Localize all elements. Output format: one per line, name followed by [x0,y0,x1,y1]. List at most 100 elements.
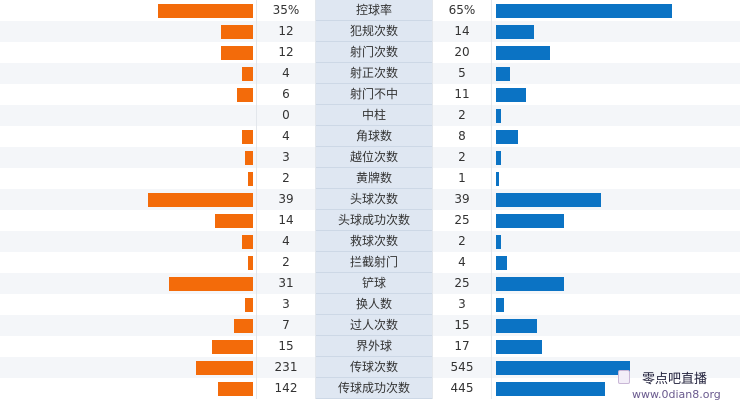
home-bar [221,46,253,60]
away-bar-cell [492,189,740,210]
away-bar-cell [492,231,740,252]
home-bar-cell [0,378,256,399]
away-bar-cell [492,42,740,63]
home-bar [237,88,253,102]
home-value: 3 [256,147,316,168]
home-value: 142 [256,378,316,399]
home-bar [248,256,253,270]
stat-name: 头球次数 [316,189,432,210]
home-value: 4 [256,231,316,252]
home-value: 3 [256,294,316,315]
away-bar [496,151,501,165]
away-bar-cell [492,210,740,231]
away-bar [496,67,510,81]
stat-row: 2 拦截射门 4 [0,252,740,273]
stat-name: 传球次数 [316,357,432,378]
stat-name: 射正次数 [316,63,432,84]
away-value: 8 [432,126,492,147]
home-bar [148,193,253,207]
home-value: 231 [256,357,316,378]
away-value: 25 [432,210,492,231]
away-bar [496,319,537,333]
home-value: 12 [256,21,316,42]
home-bar-cell [0,336,256,357]
stat-row: 3 换人数 3 [0,294,740,315]
away-bar-cell [492,126,740,147]
home-bar [245,151,253,165]
home-bar-cell [0,84,256,105]
home-value: 15 [256,336,316,357]
away-bar [496,277,564,291]
away-bar [496,109,501,123]
home-bar [212,340,253,354]
stat-name: 铲球 [316,273,432,294]
away-value: 11 [432,84,492,105]
home-bar [245,298,253,312]
stat-name: 黄牌数 [316,168,432,189]
stat-name: 传球成功次数 [316,378,432,399]
stat-name: 控球率 [316,0,432,21]
home-bar-cell [0,357,256,378]
away-bar-cell [492,315,740,336]
away-bar [496,130,518,144]
home-bar [248,172,253,186]
home-bar-cell [0,126,256,147]
away-value: 5 [432,63,492,84]
away-value: 2 [432,147,492,168]
home-bar-cell [0,168,256,189]
home-value: 35% [256,0,316,21]
home-value: 4 [256,126,316,147]
home-value: 31 [256,273,316,294]
home-bar-cell [0,210,256,231]
stat-row: 12 射门次数 20 [0,42,740,63]
stat-name: 中柱 [316,105,432,126]
away-bar [496,340,542,354]
home-bar-cell [0,252,256,273]
home-bar [242,130,253,144]
away-bar-cell [492,0,740,21]
home-bar [242,67,253,81]
stat-row: 4 救球次数 2 [0,231,740,252]
away-bar-cell [492,357,740,378]
home-bar-cell [0,315,256,336]
home-bar-cell [0,273,256,294]
home-value: 7 [256,315,316,336]
stat-row: 39 头球次数 39 [0,189,740,210]
away-bar [496,235,501,249]
away-bar [496,382,605,396]
stat-name: 界外球 [316,336,432,357]
stat-row: 2 黄牌数 1 [0,168,740,189]
stat-name: 拦截射门 [316,252,432,273]
away-value: 445 [432,378,492,399]
away-bar [496,361,630,375]
home-bar [221,25,253,39]
home-value: 14 [256,210,316,231]
away-bar [496,193,601,207]
home-bar [218,382,253,396]
away-value: 20 [432,42,492,63]
home-bar [196,361,253,375]
match-stats-table: 35% 控球率 65% 12 犯规次数 14 12 射门次数 20 4 射正次数 5 6 射门不中 11 0 中… [0,0,740,399]
away-value: 2 [432,231,492,252]
away-bar [496,46,550,60]
away-bar [496,298,504,312]
stat-name: 越位次数 [316,147,432,168]
away-value: 3 [432,294,492,315]
away-bar [496,256,507,270]
away-bar [496,4,672,18]
away-value: 25 [432,273,492,294]
away-value: 39 [432,189,492,210]
home-bar-cell [0,42,256,63]
home-bar-cell [0,0,256,21]
home-value: 12 [256,42,316,63]
away-bar-cell [492,336,740,357]
away-bar-cell [492,168,740,189]
away-value: 1 [432,168,492,189]
stat-name: 过人次数 [316,315,432,336]
home-bar-cell [0,189,256,210]
stat-name: 犯规次数 [316,21,432,42]
stat-name: 射门次数 [316,42,432,63]
stat-row: 4 角球数 8 [0,126,740,147]
home-value: 2 [256,168,316,189]
away-value: 2 [432,105,492,126]
